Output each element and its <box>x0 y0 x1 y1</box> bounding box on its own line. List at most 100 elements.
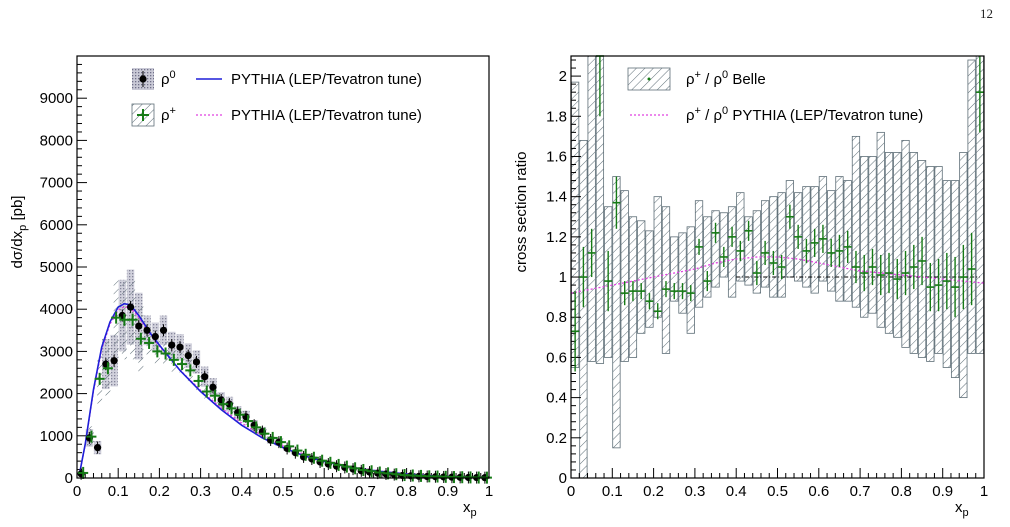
right-pythia-curve <box>570 256 985 294</box>
y-tick-label: 5000 <box>40 259 73 276</box>
ratio-uncertainty-band <box>752 210 761 294</box>
y-tick-label: 2 <box>559 68 567 85</box>
ratio-uncertainty-band <box>661 206 671 354</box>
x-tick-label: 0.2 <box>643 483 664 500</box>
rho0-data-point <box>110 357 118 365</box>
y-tick-label: 0.2 <box>546 430 567 447</box>
y-tick-label: 1000 <box>40 428 73 445</box>
ratio-uncertainty-band <box>744 216 753 286</box>
left-x-axis-title-main: x <box>463 499 471 516</box>
y-tick-label: 3000 <box>40 343 73 360</box>
y-tick-label: 1.6 <box>546 148 567 165</box>
x-tick-label: 0.7 <box>850 483 871 500</box>
ratio-uncertainty-band <box>579 139 588 479</box>
ratio-uncertainty-band <box>884 152 894 334</box>
x-tick-label: 0 <box>73 483 81 500</box>
rho0-data-point <box>159 326 168 334</box>
y-tick-label: 1.4 <box>546 189 567 206</box>
x-tick-label: 0.4 <box>726 483 747 500</box>
ratio-uncertainty-band <box>777 192 786 298</box>
y-tick-label: 6000 <box>40 217 73 234</box>
x-tick-label: 0.6 <box>808 483 829 500</box>
x-tick-label: 1 <box>980 483 988 500</box>
rho0-data-point <box>192 358 201 366</box>
left-y-axis-title-main: dσ/dx <box>9 230 26 268</box>
x-tick-label: 0.3 <box>190 483 211 500</box>
rho0-data-point <box>184 352 192 360</box>
left-y-axis-title-unit: [pb] <box>9 196 26 225</box>
x-tick-label: 0.9 <box>932 483 953 500</box>
x-tick-label: 0 <box>567 483 575 500</box>
y-tick-label: 0.8 <box>546 309 567 326</box>
ratio-uncertainty-band <box>686 226 695 334</box>
x-tick-label: 0.1 <box>602 483 623 500</box>
x-tick-label: 1 <box>485 483 493 500</box>
ratio-uncertainty-band <box>860 156 869 318</box>
ratio-uncertainty-band <box>620 190 629 362</box>
ratio-uncertainty-band <box>769 196 778 298</box>
right-x-axis-title-main: x <box>955 499 963 516</box>
rho0-data-point <box>135 322 143 330</box>
y-tick-label: 1 <box>559 269 567 286</box>
rho0-data-point <box>143 326 151 334</box>
x-tick-label: 0.3 <box>684 483 705 500</box>
y-tick-label: 2000 <box>40 386 73 403</box>
legend-marker-ratio <box>647 77 651 81</box>
right-y-axis-title: cross section ratio <box>513 152 530 273</box>
ratio-uncertainty-band <box>711 210 720 288</box>
ratio-uncertainty-band <box>802 186 811 288</box>
ratio-uncertainty-band <box>868 156 877 314</box>
ratio-uncertainty-band <box>851 135 861 308</box>
ratio-uncertainty-band <box>736 192 745 282</box>
ratio-uncertainty-band <box>637 220 646 334</box>
left-chart: 0 0.1 0.2 0.3 0.4 0.5 0.6 0.7 0.8 0.9 1 0 1000 2000 30… <box>9 55 494 519</box>
right-legend: ρ+ / ρ0 Belle ρ+ / ρ0 PYTHIA (LEP/Tevatr… <box>627 67 923 124</box>
left-axis-ticks <box>76 63 490 479</box>
y-tick-label: 8000 <box>40 132 73 149</box>
x-tick-label: 0.7 <box>355 483 376 500</box>
left-y-axis-title-sub: p <box>17 225 29 231</box>
page-number: 12 <box>980 6 993 21</box>
y-tick-label: 7000 <box>40 175 73 192</box>
y-tick-label: 0.4 <box>546 390 567 407</box>
x-tick-label: 0.1 <box>108 483 129 500</box>
legend-label-rho0: ρ0 <box>161 69 176 88</box>
left-legend: ρ0 PYTHIA (LEP/Tevatron tune) ρ+ PYTHIA … <box>131 68 422 127</box>
left-y-axis-title: dσ/dxp [pb] <box>9 196 29 269</box>
legend-label-rho0-pythia: PYTHIA (LEP/Tevatron tune) <box>231 71 422 88</box>
y-tick-label: 0 <box>559 470 567 487</box>
x-tick-label: 0.8 <box>891 483 912 500</box>
right-x-axis-title-sub: p <box>963 507 969 519</box>
ratio-uncertainty-band <box>678 232 687 314</box>
rho0-data-point <box>209 383 217 391</box>
ratio-uncertainty-band <box>876 131 885 328</box>
x-tick-label: 0.5 <box>273 483 294 500</box>
ratio-uncertainty-band <box>645 230 654 328</box>
rho0-data-point <box>94 444 102 452</box>
rho0-data-point <box>201 373 209 381</box>
ratio-uncertainty-band <box>967 59 976 354</box>
right-data-points <box>571 55 984 372</box>
x-tick-label: 0.9 <box>437 483 458 500</box>
x-tick-label: 0.4 <box>231 483 252 500</box>
ratio-uncertainty-band <box>727 206 737 298</box>
y-tick-label: 9000 <box>40 90 73 107</box>
left-plot-frame <box>76 55 490 479</box>
rho0-data-point <box>176 343 184 351</box>
ratio-uncertainty-band <box>587 55 596 362</box>
ratio-uncertainty-band <box>653 196 662 318</box>
legend-label-rhoplus: ρ+ <box>161 105 176 124</box>
left-x-axis-title-sub: p <box>471 507 477 519</box>
x-tick-label: 0.2 <box>149 483 170 500</box>
rho0-data-point <box>126 303 135 311</box>
y-tick-label: 1.2 <box>546 229 567 246</box>
right-tick-labels: 0 0.1 0.2 0.3 0.4 0.5 0.6 0.7 0.8 0.9 1 0 0.2 0.4 0.6 0… <box>546 68 988 500</box>
rho0-data-point <box>151 333 159 341</box>
right-x-axis-title: xp <box>955 499 969 519</box>
legend-label-rhoplus-pythia: PYTHIA (LEP/Tevatron tune) <box>231 107 422 124</box>
right-uncertainty-bands <box>571 55 984 479</box>
left-tick-labels: 0 0.1 0.2 0.3 0.4 0.5 0.6 0.7 0.8 0.9 1 0 1000 2000 30… <box>40 90 494 500</box>
ratio-uncertainty-band <box>901 139 910 348</box>
right-chart: 0 0.1 0.2 0.3 0.4 0.5 0.6 0.7 0.8 0.9 1 0 0.2 0.4 0.6 0… <box>513 55 988 519</box>
